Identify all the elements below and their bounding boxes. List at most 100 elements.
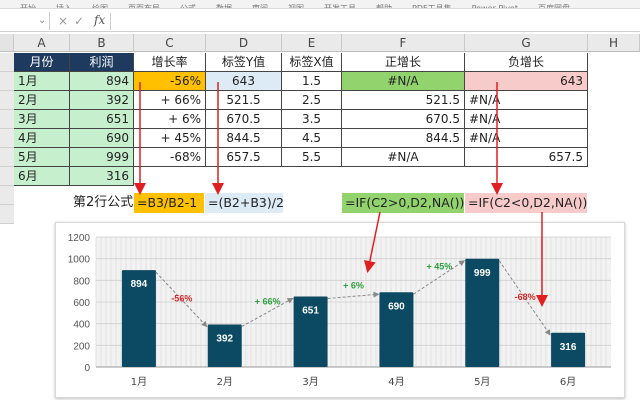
ribbon-tab[interactable]: PDF工具集 xyxy=(412,4,452,9)
cell-growth[interactable]: + 45% xyxy=(134,129,206,148)
cell-label-x[interactable]: 5.5 xyxy=(282,148,342,167)
growth-label: + 6% xyxy=(343,280,364,290)
row-header[interactable] xyxy=(0,167,14,186)
bar-value-label: 894 xyxy=(131,279,148,290)
ribbon-tab[interactable]: 公式 xyxy=(180,4,196,9)
profit-chart[interactable]: 0 200 400 600 800 1000 1200 894 1月 392 2月 651 3月 690 4… xyxy=(55,222,625,398)
ribbon-tab[interactable]: 帮助 xyxy=(376,4,392,9)
header-month[interactable]: 月份 xyxy=(14,53,70,72)
ribbon-tab[interactable]: 审阅 xyxy=(252,4,268,9)
column-header-a[interactable]: A xyxy=(14,34,70,52)
cell-pos-growth[interactable]: 521.5 xyxy=(342,91,465,110)
cell-pos-growth[interactable]: #N/A xyxy=(342,148,465,167)
cell-month[interactable]: 4月 xyxy=(14,129,70,148)
ribbon-tab[interactable]: 开发工具 xyxy=(324,4,356,9)
y-tick-label: 1000 xyxy=(68,255,91,266)
cell-pos-growth[interactable]: 844.5 xyxy=(342,129,465,148)
x-tick-label: 2月 xyxy=(217,376,233,388)
cell-label-y[interactable]: 844.5 xyxy=(206,129,282,148)
row-header[interactable] xyxy=(0,186,14,205)
header-profit[interactable]: 利润 xyxy=(70,53,134,72)
confirm-icon[interactable]: ✓ xyxy=(74,14,85,28)
cell-growth[interactable]: + 6% xyxy=(134,110,206,129)
row-header[interactable] xyxy=(0,91,14,110)
cell-pos-growth[interactable]: #N/A xyxy=(342,72,465,91)
row2-formula-label: 第2行公式 xyxy=(73,195,134,210)
ribbon-tab[interactable]: 开始 xyxy=(20,4,36,9)
ribbon-tab[interactable]: 视图 xyxy=(288,4,304,9)
name-box[interactable]: ⌄ xyxy=(0,12,50,30)
bar xyxy=(207,324,242,367)
cell-profit[interactable]: 392 xyxy=(70,91,134,110)
row-header[interactable] xyxy=(0,129,14,148)
column-header-g[interactable]: G xyxy=(465,34,588,52)
column-header-e[interactable]: E xyxy=(282,34,342,52)
column-header-c[interactable]: C xyxy=(134,34,206,52)
row-header[interactable] xyxy=(0,148,14,167)
ribbon-tab[interactable]: 页面布局 xyxy=(128,4,160,9)
ribbon-tab[interactable]: Power Pivot xyxy=(471,4,518,9)
cell-neg-growth[interactable]: #N/A xyxy=(465,91,588,110)
ribbon-tab[interactable]: 百度网盘 xyxy=(537,4,570,9)
y-tick-label: 200 xyxy=(73,341,90,352)
row-header[interactable] xyxy=(0,205,14,224)
x-tick-label: 3月 xyxy=(302,376,318,388)
header-growth[interactable]: 增长率 xyxy=(134,53,206,72)
cell-profit[interactable]: 999 xyxy=(70,148,134,167)
y-tick-label: 1200 xyxy=(68,233,91,244)
bar xyxy=(293,296,328,367)
cell-empty[interactable] xyxy=(588,53,640,72)
cell-profit[interactable]: 651 xyxy=(70,110,134,129)
cancel-icon[interactable]: × xyxy=(58,14,69,28)
cell-label-y[interactable]: 657.5 xyxy=(206,148,282,167)
cell-growth[interactable]: + 66% xyxy=(134,91,206,110)
label-y-formula-box: =(B2+B3)/2 xyxy=(205,193,284,213)
cell-month[interactable]: 1月 xyxy=(14,72,70,91)
header-label-x[interactable]: 标签X值 xyxy=(282,53,342,72)
row-header[interactable] xyxy=(0,53,14,72)
bar-value-label: 690 xyxy=(388,301,405,312)
header-neg-growth[interactable]: 负增长 xyxy=(465,53,588,72)
y-tick-label: 0 xyxy=(84,363,90,374)
neg-formula-box: =IF(C2<0,D2,NA()) xyxy=(465,193,587,213)
cell-label-x[interactable]: 1.5 xyxy=(282,72,342,91)
cell-neg-growth[interactable]: 643 xyxy=(465,72,588,91)
column-header-b[interactable]: B xyxy=(70,34,134,52)
cell-neg-growth[interactable]: 657.5 xyxy=(465,148,588,167)
cell-label-x[interactable]: 4.5 xyxy=(282,129,342,148)
growth-formula-box: =B3/B2-1 xyxy=(134,193,204,213)
ribbon-tab[interactable]: 绘图 xyxy=(92,4,108,9)
cell-label-x[interactable]: 2.5 xyxy=(282,91,342,110)
cell-label-y[interactable]: 521.5 xyxy=(206,91,282,110)
cell-neg-growth[interactable]: #N/A xyxy=(465,110,588,129)
cell-month[interactable]: 3月 xyxy=(14,110,70,129)
formula-input[interactable] xyxy=(110,13,638,30)
column-header-h[interactable]: H xyxy=(588,34,640,52)
cell-label-y[interactable]: 643 xyxy=(206,72,282,91)
cell-month[interactable]: 2月 xyxy=(14,91,70,110)
cell-profit[interactable]: 316 xyxy=(70,167,134,186)
cell-pos-growth[interactable]: 670.5 xyxy=(342,110,465,129)
cell-month[interactable]: 5月 xyxy=(14,148,70,167)
cell-month[interactable]: 6月 xyxy=(14,167,70,186)
cell-label-x[interactable]: 3.5 xyxy=(282,110,342,129)
cell-growth[interactable]: -56% xyxy=(134,72,206,91)
header-pos-growth[interactable]: 正增长 xyxy=(342,53,465,72)
bar-value-label: 999 xyxy=(474,268,491,279)
cell-profit[interactable]: 690 xyxy=(70,129,134,148)
column-header-f[interactable]: F xyxy=(342,34,465,52)
column-header-d[interactable]: D xyxy=(206,34,282,52)
y-tick-label: 800 xyxy=(73,276,90,287)
cell-growth[interactable]: -68% xyxy=(134,148,206,167)
cell-neg-growth[interactable]: #N/A xyxy=(465,129,588,148)
ribbon-tab[interactable]: 插入 xyxy=(56,4,72,9)
ribbon-tab[interactable]: 数据 xyxy=(216,4,232,9)
cell-label-y[interactable]: 670.5 xyxy=(206,110,282,129)
row-header[interactable] xyxy=(0,72,14,91)
bar-value-label: 651 xyxy=(302,305,319,316)
function-icon[interactable]: fx xyxy=(94,13,106,27)
row-header[interactable] xyxy=(0,110,14,129)
header-label-y[interactable]: 标签Y值 xyxy=(206,53,282,72)
select-all-corner[interactable] xyxy=(0,34,14,52)
cell-profit[interactable]: 894 xyxy=(70,72,134,91)
